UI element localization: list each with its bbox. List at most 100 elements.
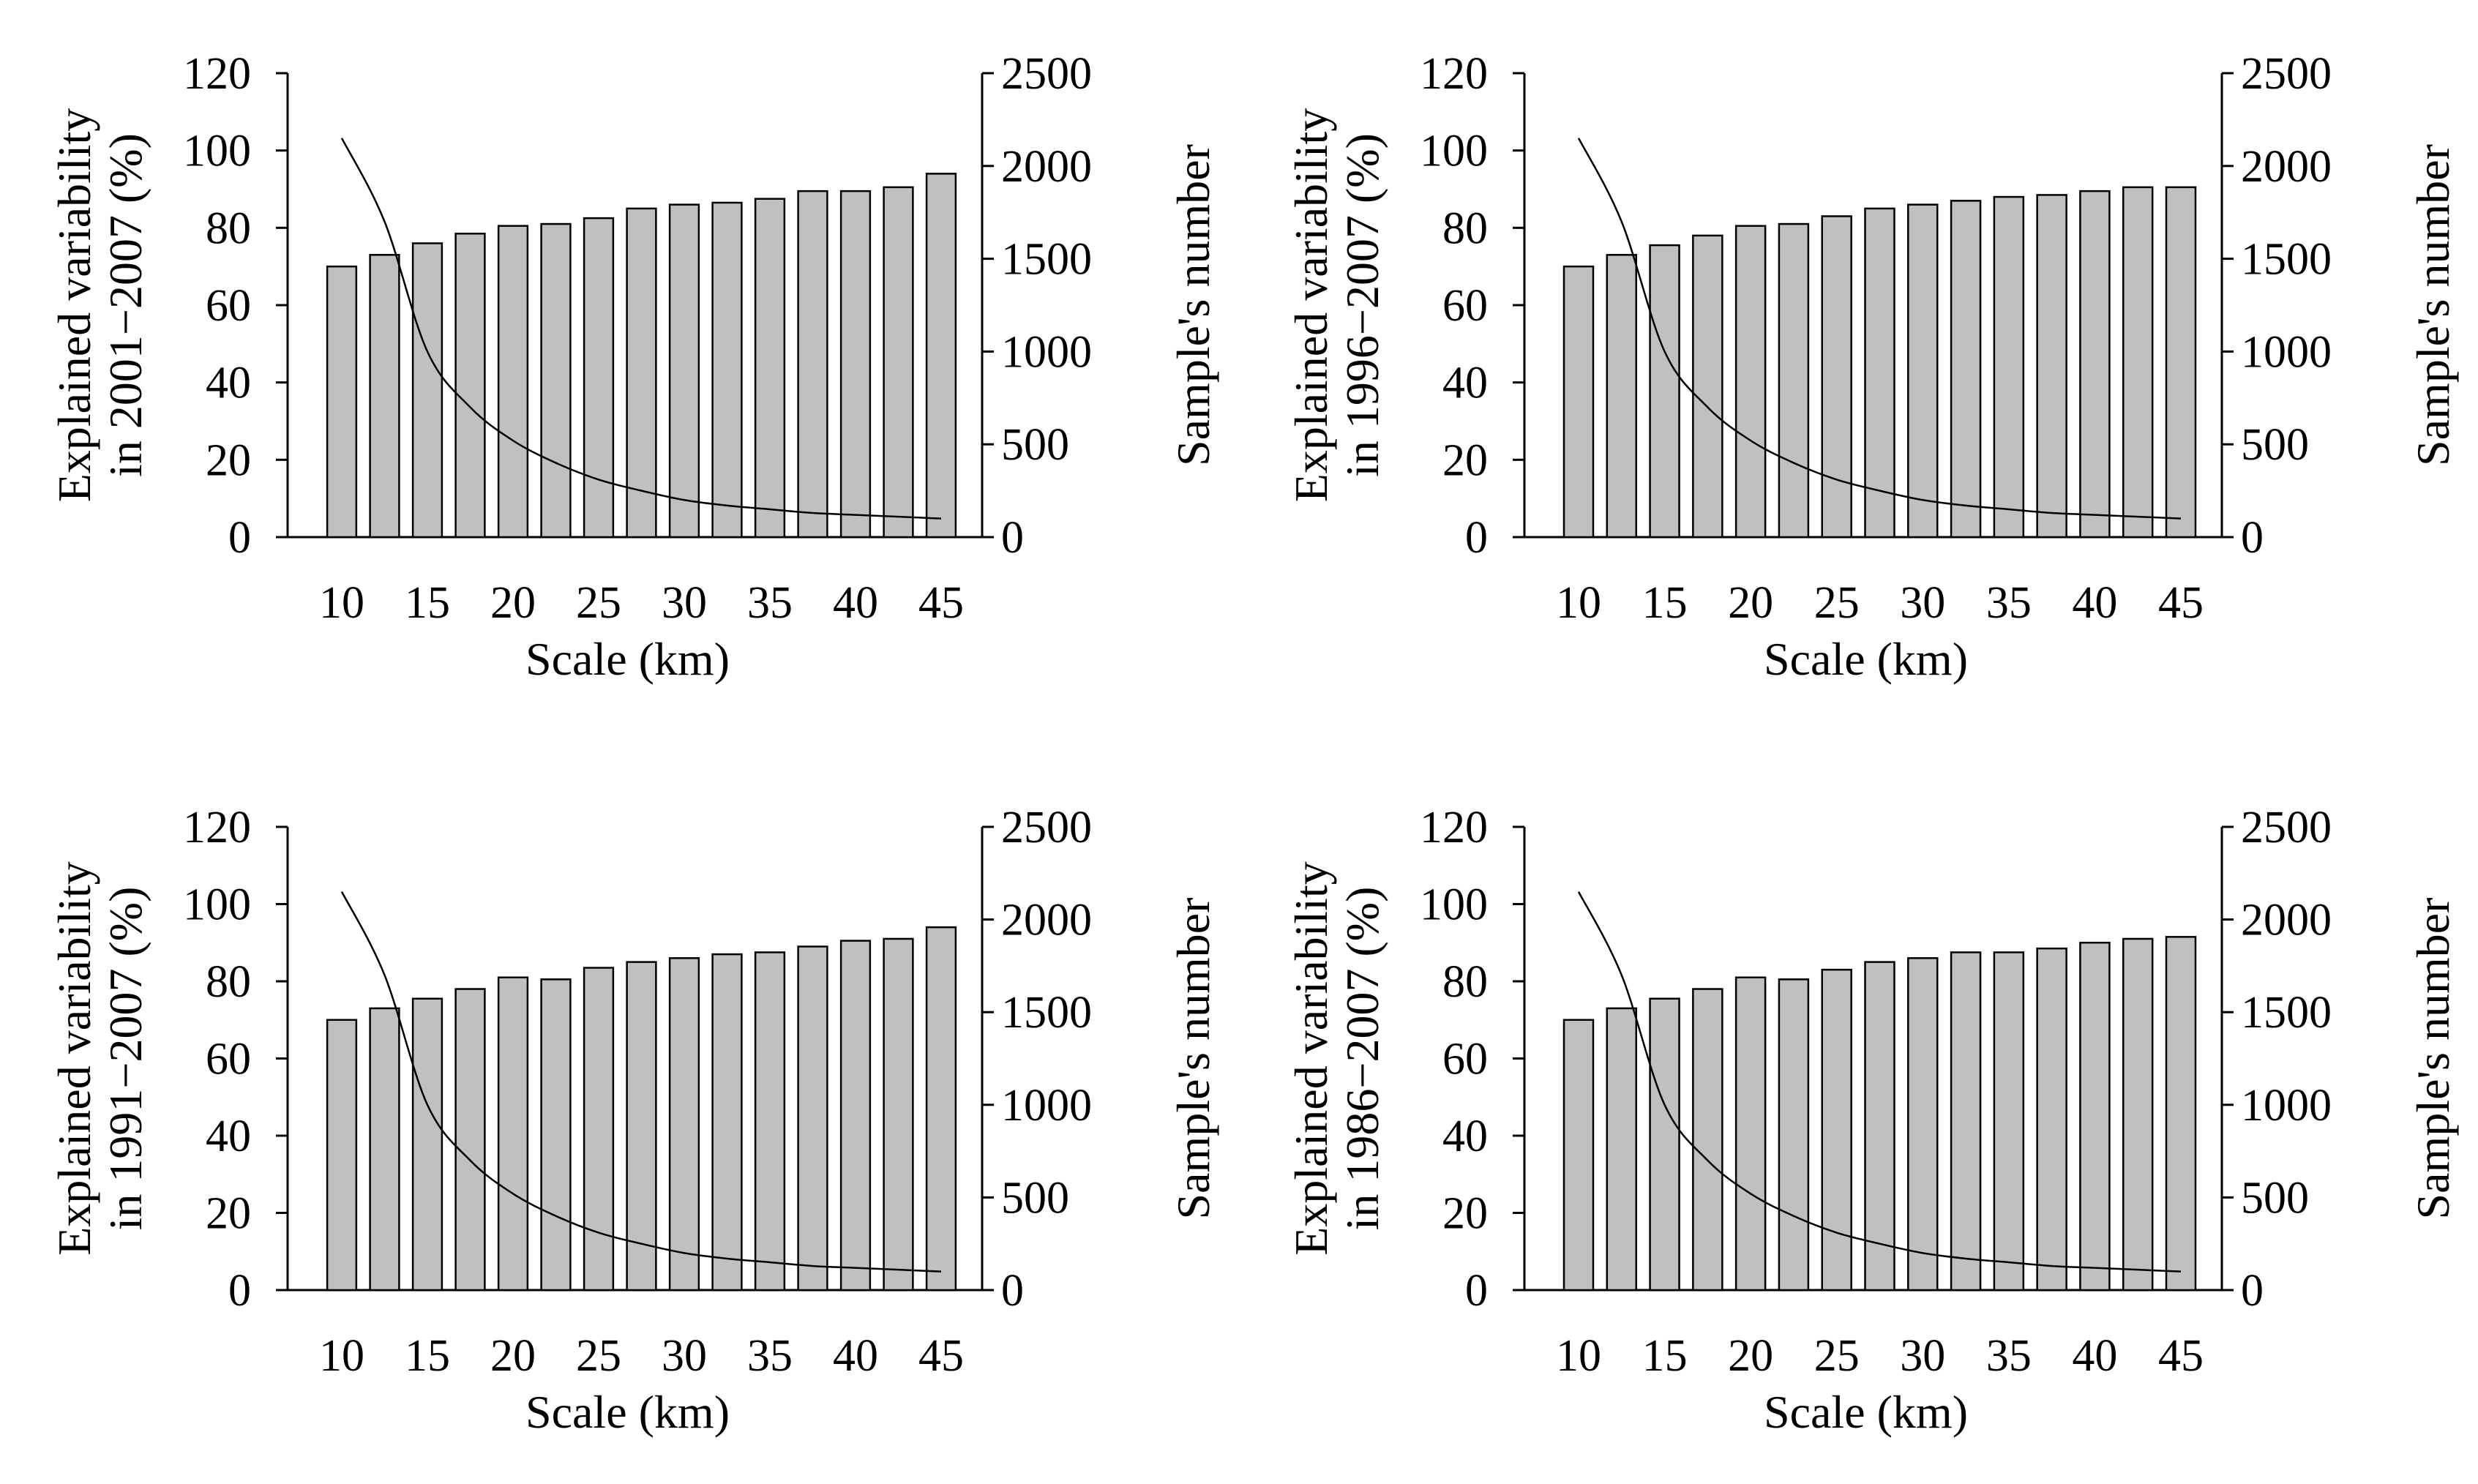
x-tick-label: 40 xyxy=(833,1331,878,1381)
x-tick-label: 45 xyxy=(918,578,964,628)
bar xyxy=(454,233,486,539)
left-y-tick-label: 80 xyxy=(206,203,251,253)
right-y-tick-label: 2500 xyxy=(1001,49,1092,99)
x-axis-title: Scale (km) xyxy=(525,633,730,685)
left-y-axis-title-line1: Explained variability xyxy=(1285,108,1337,503)
bar xyxy=(797,945,828,1292)
x-tick-label: 45 xyxy=(2158,578,2204,628)
x-tick-label: 20 xyxy=(490,1331,536,1381)
right-y-tick-label: 2000 xyxy=(2241,142,2332,192)
bar xyxy=(1734,976,1767,1292)
left-y-tick-label: 100 xyxy=(183,127,251,176)
left-y-tick-label: 60 xyxy=(1442,281,1488,331)
bar xyxy=(411,997,443,1292)
x-tick-label: 10 xyxy=(319,578,364,628)
right-y-axis-title: Sample's number xyxy=(2407,144,2459,466)
bar xyxy=(1993,951,2025,1292)
bar xyxy=(1606,1007,1638,1292)
bar xyxy=(925,926,957,1292)
left-y-tick-label: 20 xyxy=(206,435,251,485)
x-tick-label: 35 xyxy=(1986,578,2032,628)
x-tick-label: 45 xyxy=(2158,1331,2204,1381)
right-y-tick-label: 1000 xyxy=(1001,327,1092,377)
x-tick-label: 25 xyxy=(1814,578,1860,628)
chart-panel-bottom-right: 0 20 40 60 80 100 120 0 500 1000 1500 2000 2500 10 15 2… xyxy=(1285,803,2459,1438)
bar xyxy=(326,265,358,539)
left-y-tick-label: 80 xyxy=(1442,957,1488,1007)
bar xyxy=(1734,225,1767,539)
x-tick-label: 25 xyxy=(576,578,621,628)
left-y-tick-label: 0 xyxy=(1465,1266,1488,1316)
bar xyxy=(668,203,700,539)
bar xyxy=(2036,947,2067,1292)
x-axis-title: Scale (km) xyxy=(1764,633,1968,685)
bar xyxy=(754,198,786,539)
bar xyxy=(1778,222,1810,539)
right-y-tick-label: 500 xyxy=(2241,1173,2309,1223)
left-y-axis-title-line1: Explained variability xyxy=(1285,861,1337,1256)
bar xyxy=(1864,961,1895,1292)
left-y-axis-title-line2: in 2001−2007 (%) xyxy=(100,133,151,477)
bar xyxy=(369,254,400,539)
bar xyxy=(754,951,786,1292)
right-y-tick-label: 1500 xyxy=(1001,235,1092,285)
left-y-tick-label: 20 xyxy=(1442,1189,1488,1239)
left-y-axis-title-line2: in 1996−2007 (%) xyxy=(1336,133,1388,477)
bar xyxy=(1864,207,1895,539)
x-tick-label: 40 xyxy=(2072,1331,2117,1381)
bar xyxy=(2165,186,2197,539)
x-axis-title: Scale (km) xyxy=(525,1386,730,1438)
right-y-tick-label: 1500 xyxy=(2241,235,2332,285)
bar xyxy=(839,190,872,539)
left-y-tick-label: 100 xyxy=(1420,127,1488,176)
bar xyxy=(1778,978,1810,1292)
chart-panel-bottom-left: 0 20 40 60 80 100 120 0 500 1000 1500 2000 2500 10 15 2… xyxy=(48,803,1219,1438)
x-tick-label: 15 xyxy=(405,1331,450,1381)
left-y-tick-label: 60 xyxy=(206,281,251,331)
x-axis-title: Scale (km) xyxy=(1764,1386,1968,1438)
x-tick-label: 45 xyxy=(918,1331,964,1381)
bar xyxy=(583,967,615,1292)
left-y-tick-label: 60 xyxy=(206,1035,251,1084)
bar xyxy=(711,953,743,1292)
right-y-tick-label: 2500 xyxy=(1001,803,1092,852)
x-tick-label: 10 xyxy=(1556,578,1601,628)
left-y-axis-title-line1: Explained variability xyxy=(48,861,100,1256)
right-y-tick-label: 0 xyxy=(1001,513,1024,563)
left-y-tick-label: 80 xyxy=(206,957,251,1007)
x-tick-label: 15 xyxy=(405,578,450,628)
bar xyxy=(626,961,657,1292)
x-tick-label: 30 xyxy=(662,578,707,628)
x-tick-label: 35 xyxy=(747,1331,793,1381)
left-y-tick-label: 0 xyxy=(228,1266,251,1316)
right-y-tick-label: 1500 xyxy=(1001,988,1092,1038)
right-y-tick-label: 500 xyxy=(1001,420,1069,470)
right-y-tick-label: 500 xyxy=(1001,1173,1069,1223)
bar xyxy=(454,988,486,1292)
bar xyxy=(1821,968,1852,1292)
bar xyxy=(1907,203,1939,539)
left-y-tick-label: 40 xyxy=(206,359,251,408)
bar xyxy=(583,217,615,539)
bar xyxy=(1950,200,1982,539)
bar xyxy=(883,186,914,539)
x-tick-label: 30 xyxy=(662,1331,707,1381)
x-tick-label: 30 xyxy=(1900,1331,1945,1381)
x-tick-label: 20 xyxy=(1728,578,1773,628)
bar xyxy=(839,940,872,1292)
left-y-tick-label: 100 xyxy=(1420,880,1488,930)
x-tick-label: 20 xyxy=(490,578,536,628)
left-y-tick-label: 100 xyxy=(183,880,251,930)
x-tick-label: 40 xyxy=(833,578,878,628)
left-y-tick-label: 20 xyxy=(206,1189,251,1239)
x-tick-label: 25 xyxy=(1814,1331,1860,1381)
right-y-tick-label: 1500 xyxy=(2241,988,2332,1038)
bar xyxy=(540,222,572,539)
bar xyxy=(540,978,572,1292)
bar xyxy=(497,976,529,1292)
right-y-tick-label: 0 xyxy=(2241,1266,2264,1316)
bar xyxy=(626,207,657,539)
left-y-tick-label: 40 xyxy=(1442,1112,1488,1161)
left-y-tick-label: 120 xyxy=(183,49,251,99)
